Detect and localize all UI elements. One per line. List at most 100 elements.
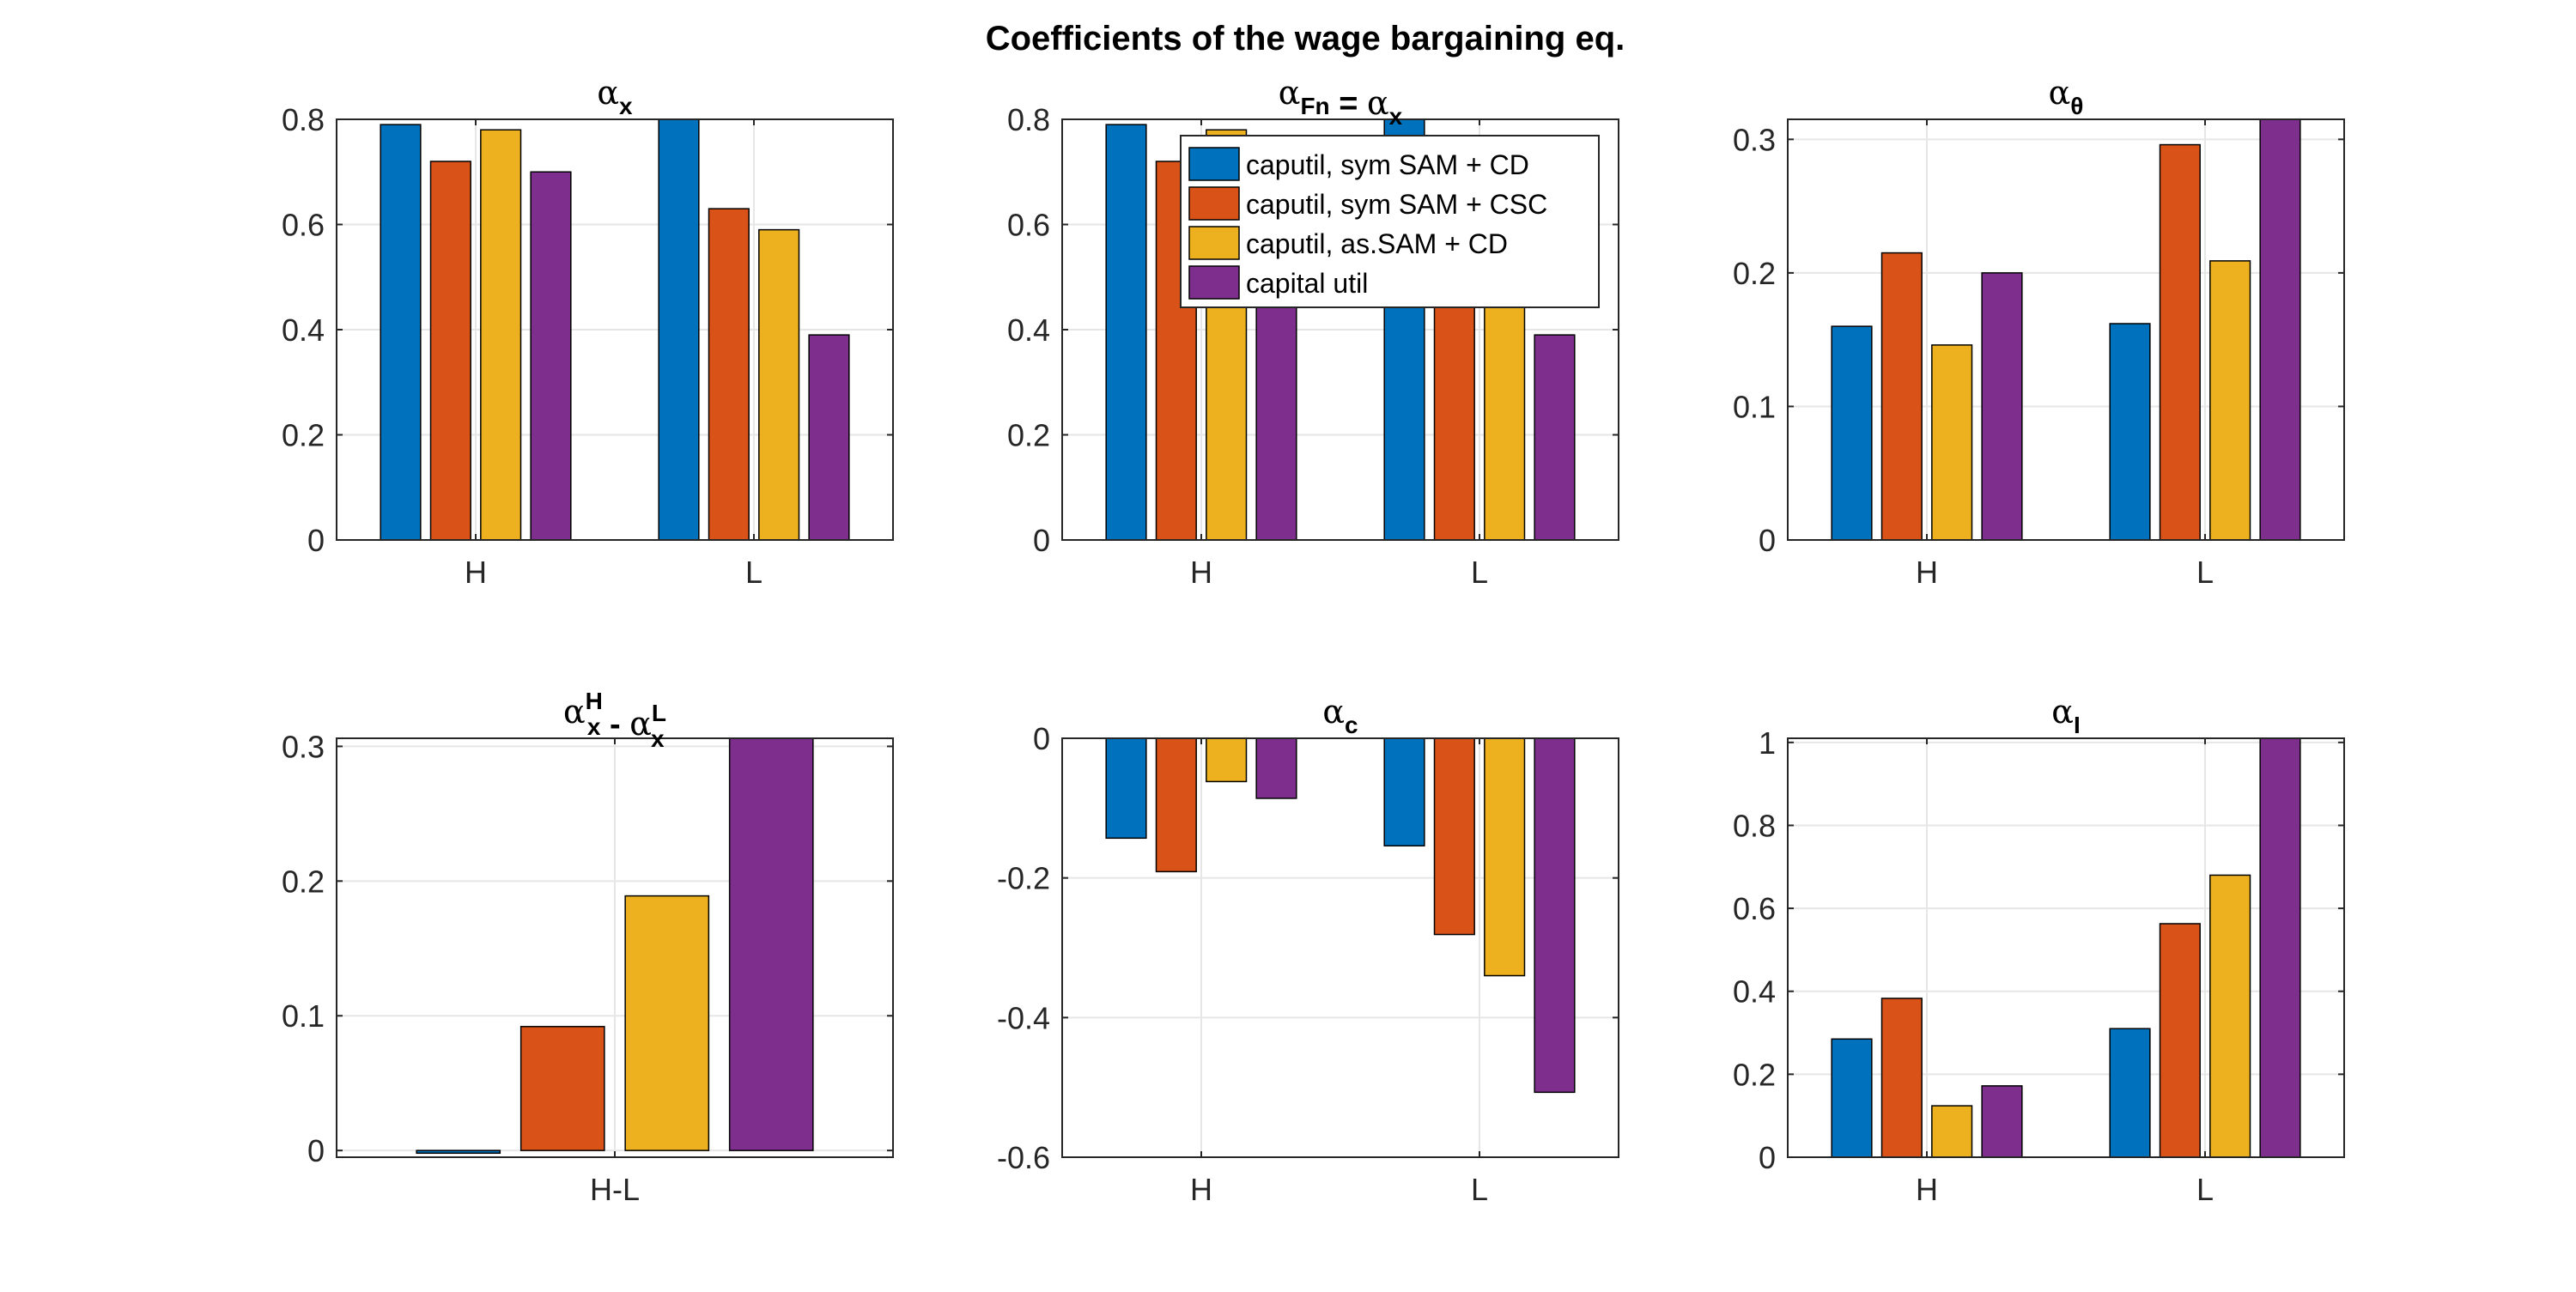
y-tick-label: 0 xyxy=(1759,1140,1776,1175)
bar-6-L-s4 xyxy=(2259,737,2301,1158)
x-tick-label: L xyxy=(1471,555,1488,590)
y-tick-label: 0.4 xyxy=(282,312,325,348)
y-tick-label: 0.8 xyxy=(282,102,325,137)
x-tick-label: L xyxy=(2196,555,2214,590)
bar-1-L-s4 xyxy=(808,334,850,541)
y-tick-label: 0 xyxy=(1033,721,1050,756)
y-tick-label: 0 xyxy=(1759,523,1776,558)
y-tick-label: 0.2 xyxy=(282,418,325,453)
y-tick-label: -0.4 xyxy=(997,1000,1050,1035)
bar-2-H-s1 xyxy=(1105,124,1147,541)
x-tick-label: L xyxy=(1471,1172,1488,1207)
bar-4-H-L-s1 xyxy=(416,1149,501,1155)
bar-5-H-s1 xyxy=(1105,737,1147,840)
bar-6-H-s1 xyxy=(1831,1038,1873,1158)
x-tick-label: L xyxy=(2196,1172,2214,1207)
subplot-5: 0 -0.2 -0.4 -0.6 H Lαc xyxy=(997,693,1619,1207)
x-tick-label: H xyxy=(1190,555,1212,590)
bar-6-L-s2 xyxy=(2159,923,2201,1158)
bar-4-H-L-s4 xyxy=(728,737,814,1151)
y-tick-label: 1 xyxy=(1759,725,1776,761)
bar-1-L-s3 xyxy=(758,228,800,541)
legend-swatch-1 xyxy=(1188,147,1240,181)
bar-6-H-s3 xyxy=(1931,1105,1973,1158)
subplot-3-title: αθ xyxy=(2049,74,2084,119)
x-tick-label: H xyxy=(465,555,487,590)
y-tick-label: 0.3 xyxy=(1733,122,1776,157)
x-tick-label: H-L xyxy=(590,1172,640,1207)
bar-5-L-s4 xyxy=(1534,737,1576,1094)
y-tick-label: 0.6 xyxy=(282,208,325,243)
bar-1-H-s2 xyxy=(429,161,471,541)
bar-3-H-s2 xyxy=(1880,252,1923,541)
x-tick-label: H xyxy=(1916,1172,1938,1207)
legend-swatch-4 xyxy=(1188,265,1240,300)
bar-5-L-s2 xyxy=(1433,737,1475,936)
y-tick-label: 0.4 xyxy=(1007,312,1050,348)
bar-4-H-L-s3 xyxy=(624,895,710,1151)
bar-6-H-s4 xyxy=(1981,1085,2023,1158)
subplot-6-title: αI xyxy=(2051,693,2080,738)
y-tick-label: 0.2 xyxy=(282,864,325,899)
y-tick-label: 0.2 xyxy=(1733,256,1776,291)
subplot-1-title: αx xyxy=(597,74,633,119)
bar-1-L-s1 xyxy=(658,118,700,541)
x-tick-label: H xyxy=(1916,555,1938,590)
bar-5-L-s1 xyxy=(1383,737,1425,847)
y-tick-label: 0.4 xyxy=(1733,974,1776,1010)
bar-5-L-s3 xyxy=(1484,737,1526,977)
subplot-4: 0 0.1 0.2 0.3 H-L αH x - αL x xyxy=(282,688,894,1207)
y-tick-label: 0 xyxy=(307,523,325,558)
axes-box xyxy=(1787,118,2345,541)
legend-label-3: caputil, as.SAM + CD xyxy=(1246,228,1508,259)
y-tick-label: 0.6 xyxy=(1733,891,1776,926)
bar-3-L-s1 xyxy=(2109,323,2151,541)
subplot-2-title: αFn = αx xyxy=(1279,74,1403,130)
bar-1-H-s3 xyxy=(480,129,522,541)
bar-1-L-s2 xyxy=(708,208,750,541)
y-tick-label: -0.6 xyxy=(997,1140,1050,1175)
y-tick-label: 0.8 xyxy=(1733,808,1776,843)
y-tick-label: 0 xyxy=(1033,523,1050,558)
bar-6-H-s2 xyxy=(1880,998,1923,1158)
axes-box xyxy=(1061,737,1619,1158)
legend-label-4: capital util xyxy=(1246,268,1368,299)
x-tick-label: H xyxy=(1190,1172,1212,1207)
legend: caputil, sym SAM + CD caputil, sym SAM + … xyxy=(1180,135,1600,308)
x-tick-label: L xyxy=(745,555,762,590)
legend-label-2: caputil, sym SAM + CSC xyxy=(1246,189,1547,220)
bar-5-H-s2 xyxy=(1155,737,1197,873)
y-tick-label: 0.2 xyxy=(1007,418,1050,453)
y-tick-label: 0.6 xyxy=(1007,208,1050,243)
bar-6-L-s1 xyxy=(2109,1028,2151,1158)
bar-3-L-s3 xyxy=(2209,260,2251,541)
y-tick-label: 0.2 xyxy=(1733,1057,1776,1092)
axes-box xyxy=(1787,737,2345,1158)
subplot-5-title: αc xyxy=(1322,693,1358,738)
bar-6-L-s3 xyxy=(2209,874,2251,1158)
y-tick-label: 0.8 xyxy=(1007,102,1050,137)
y-tick-label: 0.3 xyxy=(282,729,325,764)
figure-title: Coefficients of the wage bargaining eq. xyxy=(986,20,1625,58)
legend-label-1: caputil, sym SAM + CD xyxy=(1246,149,1529,180)
bar-2-L-s4 xyxy=(1534,334,1576,541)
subplot-1: 0 0.2 0.4 0.6 0.8 H Lαx xyxy=(282,74,894,590)
bar-5-H-s4 xyxy=(1255,737,1297,799)
legend-swatch-3 xyxy=(1188,226,1240,260)
bar-3-H-s3 xyxy=(1931,344,1973,541)
y-tick-label: 0.1 xyxy=(282,998,325,1034)
bar-3-L-s4 xyxy=(2259,118,2301,541)
subplot-6: 0 0.2 0.4 0.6 0.8 1 H LαI xyxy=(1733,693,2345,1207)
bar-3-H-s1 xyxy=(1831,325,1873,541)
legend-swatch-2 xyxy=(1188,186,1240,221)
bar-1-H-s4 xyxy=(530,171,572,541)
bar-1-H-s1 xyxy=(380,124,422,541)
subplot-3: 0 0.1 0.2 0.3 H Lαθ xyxy=(1733,74,2345,590)
subplot-4-title: αH x - αL x xyxy=(563,688,666,752)
bar-5-H-s3 xyxy=(1206,737,1248,783)
bar-3-H-s4 xyxy=(1981,272,2023,541)
bar-3-L-s2 xyxy=(2159,143,2201,541)
